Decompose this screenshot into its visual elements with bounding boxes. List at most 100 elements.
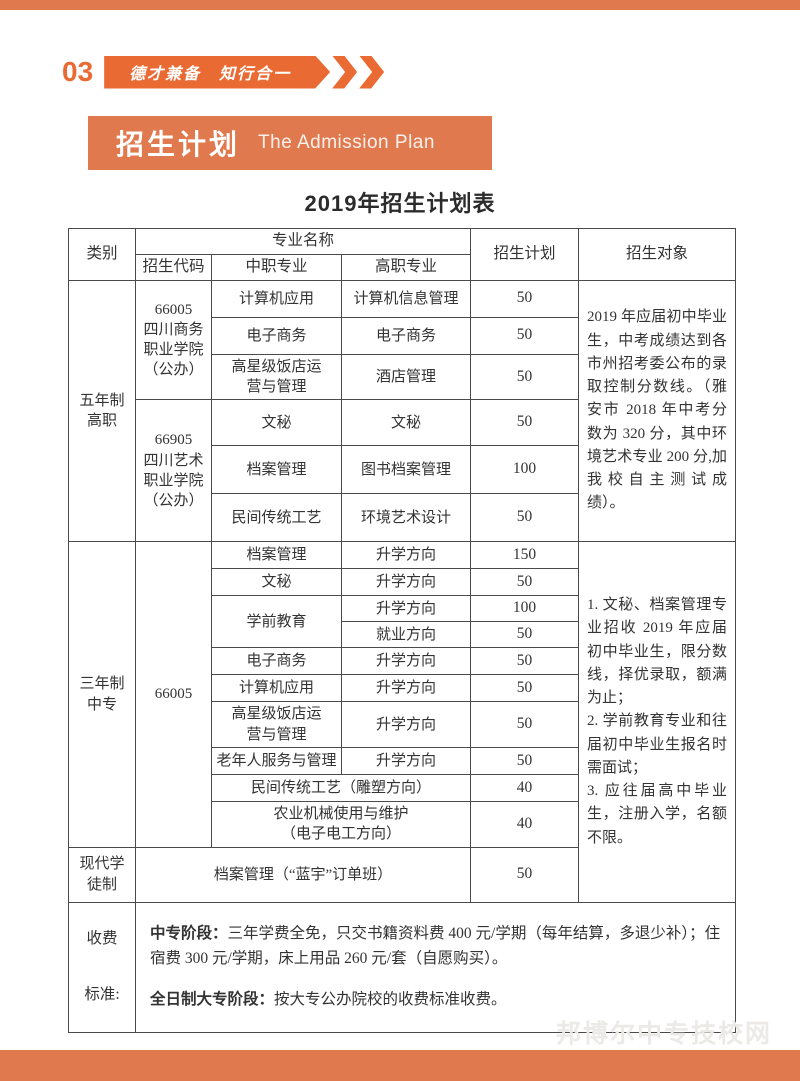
plan-cell: 50 — [470, 701, 580, 749]
target-three-year: 1. 文秘、档案管理专业招收 2019 年应届初中毕业生，限分数线，择优录取，额… — [578, 541, 737, 903]
high-major-cell: 环境艺术设计 — [340, 493, 472, 543]
plan-cell: 50 — [470, 353, 580, 401]
page-header: 03 德才兼备 知行合一 — [62, 55, 385, 89]
direction-cell: 升学方向 — [340, 595, 472, 623]
table-row: 高星级饭店运 营与管理 酒店管理 50 — [69, 353, 736, 401]
category-three-year: 三年制 中专 — [68, 541, 136, 848]
high-major-cell: 计算机信息管理 — [340, 279, 472, 318]
direction-cell: 升学方向 — [340, 568, 472, 597]
high-major-cell: 电子商务 — [340, 316, 472, 355]
mid-major-cell: 文秘 — [211, 399, 342, 447]
plan-cell: 50 — [470, 399, 580, 447]
section-title-cn: 招生计划 — [116, 129, 241, 160]
table-row: 民间传统工艺 环境艺术设计 50 — [69, 493, 736, 543]
plan-cell: 40 — [470, 774, 580, 803]
plan-cell: 50 — [470, 279, 580, 318]
fee-stage-text: 三年学费全免，只交书籍资料费 400 元/学期（每年结算，多退少补）；住宿费 3… — [150, 924, 721, 967]
plan-cell: 40 — [470, 801, 580, 848]
motto-banner: 德才兼备 知行合一 — [104, 56, 330, 89]
table-header-row-1: 类别 专业名称 招生计划 招生对象 — [68, 228, 737, 281]
direction-cell: 升学方向 — [340, 701, 472, 749]
table-row: 就业方向 50 — [69, 621, 736, 649]
mid-major-cell: 电子商务 — [211, 647, 342, 676]
page-number: 03 — [62, 56, 94, 87]
fee-line: 中专阶段：三年学费全免，只交书籍资料费 400 元/学期（每年结算，多退少补）；… — [150, 922, 721, 972]
mid-major-cell: 档案管理 — [211, 541, 342, 570]
table-row: 文秘 升学方向 50 — [69, 568, 736, 597]
table-row: 三年制 中专 66005 档案管理 升学方向 150 1. 文秘、档案管理专业招… — [68, 541, 737, 903]
category-apprentice: 现代学 徒制 — [68, 846, 136, 903]
direction-cell: 升学方向 — [340, 674, 472, 703]
plan-cell: 50 — [470, 493, 580, 543]
plan-cell: 50 — [470, 316, 580, 355]
high-major-cell: 文秘 — [340, 399, 472, 447]
header-plan: 招生计划 — [470, 228, 580, 281]
mid-major-cell: 老年人服务与管理 — [211, 747, 342, 776]
college-cell: 66005 四川商务 职业学院 （公办） — [135, 279, 212, 401]
header-mid-major: 中职专业 — [211, 253, 342, 281]
mid-major-cell: 学前教育 — [211, 595, 342, 649]
chevron-right-icon — [332, 55, 358, 89]
table-row: 民间传统工艺（雕塑方向） 40 — [69, 774, 736, 803]
fee-stage-label: 中专阶段： — [150, 924, 228, 942]
section-banner: 招生计划 The Admission Plan — [88, 116, 492, 170]
header-target: 招生对象 — [578, 228, 737, 281]
category-five-year: 五年制 高职 — [68, 279, 136, 543]
merged-major-cell: 农业机械使用与维护 （电子电工方向） — [210, 801, 472, 848]
plan-cell: 50 — [470, 568, 580, 597]
admission-plan-table: 类别 专业名称 招生计划 招生对象 招生代码 中职专业 高职专业 五年制 高职 … — [68, 228, 737, 1033]
header-major-name: 专业名称 — [134, 228, 472, 255]
mid-major-cell: 电子商务 — [211, 316, 342, 355]
fees-label: 收费 标准: — [68, 901, 136, 1033]
mid-major-cell: 档案管理 — [211, 445, 342, 495]
plan-cell: 50 — [470, 621, 580, 649]
apprentice-major-cell: 档案管理（“蓝宇”订单班） — [134, 846, 472, 903]
header-code: 招生代码 — [135, 253, 212, 281]
direction-cell: 就业方向 — [340, 621, 472, 649]
top-accent-bar — [0, 0, 800, 10]
code-cell: 66005 — [135, 541, 212, 848]
plan-cell: 50 — [470, 846, 580, 903]
table-title: 2019年招生计划表 — [304, 191, 496, 216]
mid-major-cell: 计算机应用 — [211, 279, 342, 318]
bottom-accent-bar — [0, 1050, 800, 1081]
table-row: 高星级饭店运 营与管理 升学方向 50 — [69, 701, 736, 749]
header-category: 类别 — [68, 228, 136, 281]
mid-major-cell: 文秘 — [211, 568, 342, 597]
mid-major-cell: 计算机应用 — [211, 674, 342, 703]
plan-cell: 50 — [470, 747, 580, 776]
fee-stage-text: 按大专公办院校的收费标准收费。 — [274, 990, 507, 1008]
chevron-right-icon — [359, 55, 385, 89]
plan-cell: 100 — [470, 445, 580, 495]
table-row: 电子商务 电子商务 50 — [69, 316, 736, 355]
target-five-year: 2019 年应届初中毕业生，中考成绩达到各市州招考委公布的录取控制分数线。（雅安… — [578, 279, 737, 543]
header-high-major: 高职专业 — [340, 253, 472, 281]
watermark: 邦博尔中专技校网 — [555, 1020, 772, 1048]
motto-text: 德才兼备 知行合一 — [129, 66, 292, 83]
table-header-row-2: 招生代码 中职专业 高职专业 — [69, 253, 736, 281]
table-row: 收费 标准: 中专阶段：三年学费全免，只交书籍资料费 400 元/学期（每年结算… — [68, 901, 737, 1033]
mid-major-cell: 高星级饭店运 营与管理 — [211, 353, 342, 401]
plan-cell: 100 — [470, 595, 580, 623]
fee-stage-label: 全日制大专阶段： — [150, 990, 275, 1008]
high-major-cell: 图书档案管理 — [340, 445, 472, 495]
table-row: 电子商务 升学方向 50 — [69, 647, 736, 676]
table-row: 计算机应用 升学方向 50 — [69, 674, 736, 703]
plan-cell: 50 — [470, 674, 580, 703]
fees-content: 中专阶段：三年学费全免，只交书籍资料费 400 元/学期（每年结算，多退少补）；… — [134, 901, 737, 1033]
direction-cell: 升学方向 — [340, 541, 472, 570]
college-cell: 66905 四川艺术 职业学院 （公办） — [135, 399, 212, 543]
mid-major-cell: 民间传统工艺 — [211, 493, 342, 543]
table-row: 五年制 高职 66005 四川商务 职业学院 （公办） 计算机应用 计算机信息管… — [68, 279, 737, 543]
table-row: 农业机械使用与维护 （电子电工方向） 40 — [69, 801, 736, 848]
plan-cell: 150 — [470, 541, 580, 570]
fee-line: 全日制大专阶段：按大专公办院校的收费标准收费。 — [150, 988, 721, 1013]
high-major-cell: 酒店管理 — [340, 353, 472, 401]
mid-major-cell: 高星级饭店运 营与管理 — [211, 701, 342, 749]
plan-cell: 50 — [470, 647, 580, 676]
table-row: 档案管理 图书档案管理 100 — [69, 445, 736, 495]
direction-cell: 升学方向 — [340, 747, 472, 776]
direction-cell: 升学方向 — [340, 647, 472, 676]
section-title-en: The Admission Plan — [258, 132, 435, 153]
merged-major-cell: 民间传统工艺（雕塑方向） — [210, 774, 472, 803]
